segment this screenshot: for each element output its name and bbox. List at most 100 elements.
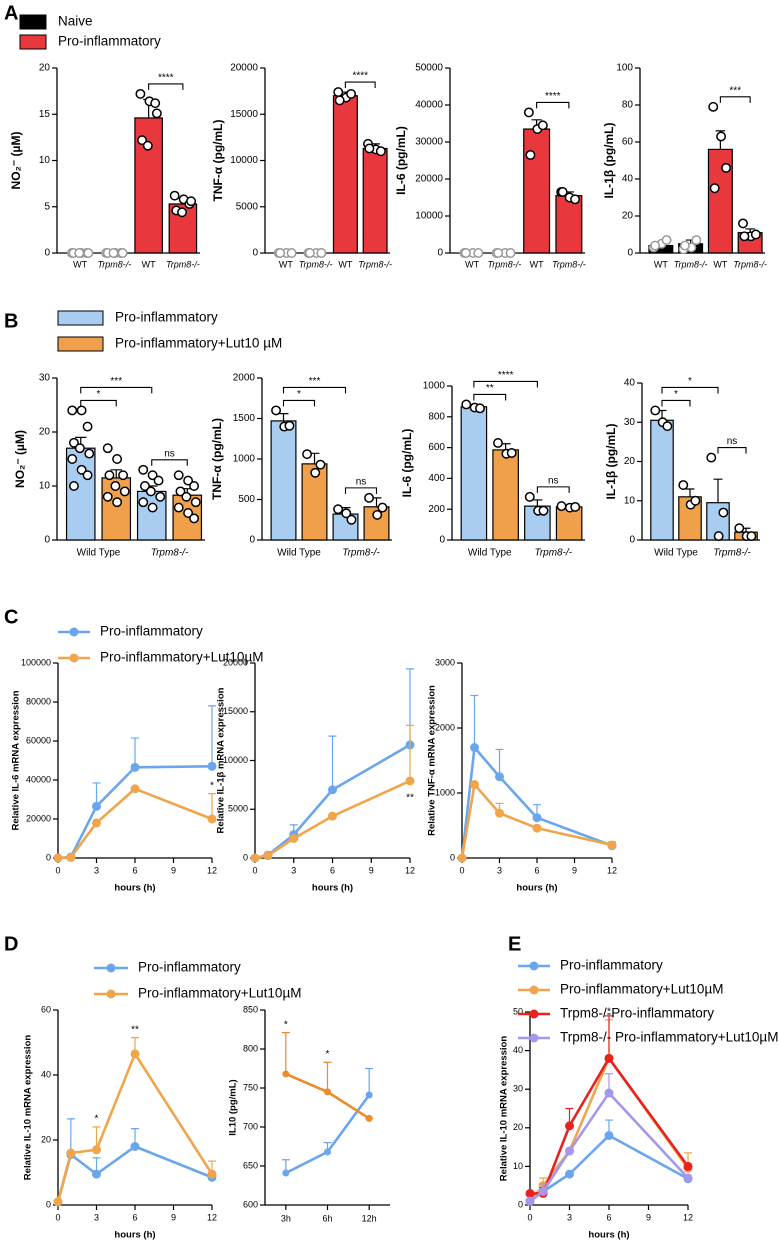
legend-swatch — [19, 34, 47, 50]
series-marker — [365, 1114, 373, 1122]
y-tick-label: 500 — [238, 494, 255, 505]
data-point — [364, 143, 375, 154]
x-tick-label: 6 — [132, 865, 137, 875]
error-bar — [328, 735, 337, 790]
significance-label: * — [674, 389, 678, 400]
series-marker — [495, 808, 504, 818]
y-axis-label: Relative IL-10 mRNA expression — [499, 1036, 510, 1182]
data-point — [108, 248, 119, 258]
y-tick-label: 5000 — [228, 804, 248, 814]
data-point — [181, 491, 192, 502]
significance-label: ns — [727, 436, 738, 447]
significance-label: ** — [406, 793, 414, 804]
panel-label: E — [508, 933, 521, 955]
series-marker — [565, 1146, 574, 1156]
legend-label: Pro-inflammatory+Lut10µM — [100, 650, 263, 665]
data-point — [284, 420, 295, 431]
significance-label: * — [95, 1114, 99, 1125]
y-tick-label: 0 — [249, 535, 255, 546]
x-tick-label: 9 — [572, 865, 577, 875]
significance-bracket — [344, 81, 376, 89]
data-point — [147, 470, 158, 481]
y-tick-label: 0 — [518, 1199, 523, 1209]
legend-marker — [106, 963, 116, 973]
error-bar — [323, 1061, 332, 1092]
data-point — [662, 421, 673, 432]
x-tick-label: Trpm8-/- — [358, 259, 392, 269]
y-tick-label: 3000 — [435, 657, 455, 667]
data-point — [102, 491, 113, 502]
data-point — [375, 146, 386, 157]
x-tick-label: 3 — [291, 865, 296, 875]
y-tick-label: 750 — [243, 1082, 258, 1092]
bar — [460, 406, 488, 541]
x-tick-label: 6 — [132, 1212, 137, 1222]
data-point — [475, 403, 485, 414]
data-point — [346, 88, 357, 99]
data-point — [169, 190, 180, 201]
series-marker — [250, 853, 260, 863]
series-marker — [324, 1088, 331, 1096]
legend-label: Pro-inflammatory — [100, 624, 203, 639]
data-point — [271, 405, 282, 416]
data-point — [142, 140, 153, 151]
data-point — [377, 502, 388, 513]
legend-label: Pro-inflammatory+Lut10µM — [138, 986, 301, 1001]
data-point — [716, 131, 727, 142]
legend-label: Pro-inflammatory — [138, 960, 241, 975]
data-point — [189, 481, 200, 491]
data-point — [83, 248, 94, 258]
y-tick-label: 10000 — [415, 211, 443, 222]
y-tick-label: 400 — [428, 473, 445, 484]
y-tick-label: 30 — [513, 1084, 523, 1094]
y-tick-label: 1500 — [233, 413, 256, 424]
data-point — [690, 495, 701, 506]
x-tick-label: 12 — [207, 1212, 217, 1222]
data-point — [137, 135, 147, 146]
data-point — [302, 449, 313, 460]
series-marker — [92, 1145, 101, 1155]
significance-bracket — [80, 386, 153, 394]
data-point — [316, 248, 327, 258]
bar — [555, 195, 583, 254]
series-line — [56, 1052, 214, 1203]
data-point — [570, 501, 581, 512]
series-marker — [532, 813, 542, 823]
legend-marker — [529, 985, 539, 995]
legend-label: Trpm8-/- Pro-inflammatory+Lut10µM — [560, 1030, 778, 1045]
significance-label: * — [688, 376, 692, 387]
legend-swatch — [19, 14, 47, 30]
significance-bracket — [282, 399, 316, 407]
legend-label: Trpm8-/-Pro-inflammatory — [560, 1006, 714, 1021]
data-point — [118, 470, 129, 481]
significance-label: *** — [729, 85, 741, 96]
y-axis-label: NO₂⁻ (µM) — [13, 430, 27, 488]
x-tick-label: Trpm8-/- — [166, 259, 200, 269]
significance-label: * — [284, 1019, 288, 1030]
data-point — [183, 508, 194, 518]
y-tick-label: 2000 — [233, 373, 256, 384]
y-tick-label: 60000 — [26, 735, 51, 745]
panel-label: C — [4, 606, 18, 628]
y-tick-label: 40000 — [415, 100, 443, 111]
data-point — [333, 504, 344, 515]
data-point — [173, 502, 184, 513]
data-point — [119, 486, 130, 497]
x-tick-label: 9 — [171, 865, 176, 875]
data-point — [177, 207, 188, 218]
significance-label: ns — [548, 476, 559, 487]
y-tick-label: 15000 — [223, 706, 248, 716]
legend-label: Pro-inflammatory — [115, 310, 218, 325]
y-tick-label: 30 — [624, 417, 636, 428]
data-point — [524, 491, 535, 502]
legend-label: Pro-inflammatory+Lut10µM — [560, 982, 723, 997]
y-tick-label: 2000 — [435, 722, 455, 732]
series-line — [285, 1094, 371, 1175]
y-tick-label: 30000 — [415, 137, 443, 148]
data-point — [117, 248, 128, 258]
data-point — [537, 120, 548, 131]
data-point — [286, 248, 297, 258]
y-tick-label: 0 — [439, 535, 445, 546]
y-tick-label: 40 — [622, 174, 634, 185]
significance-bracket — [661, 386, 719, 394]
